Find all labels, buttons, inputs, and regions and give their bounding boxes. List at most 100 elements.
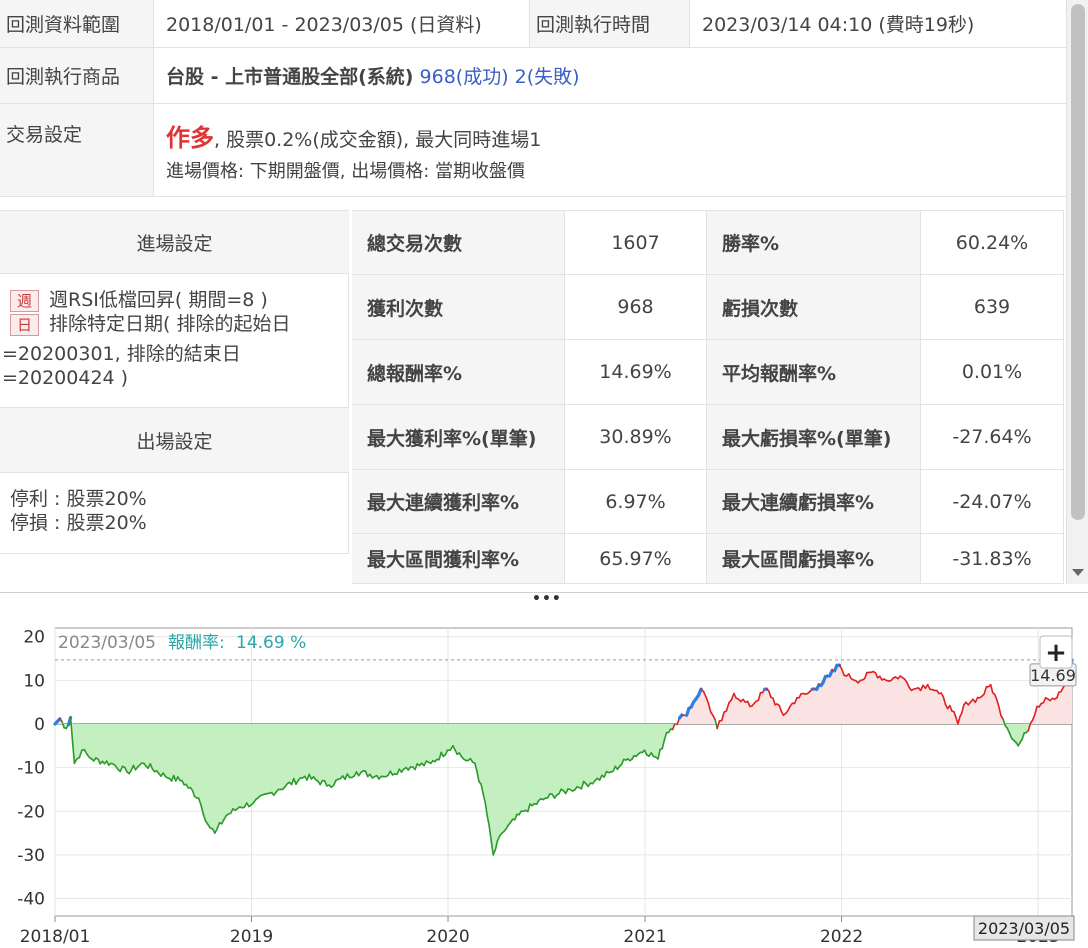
stats-row: 最大獲利率%(單筆) 30.89% 最大虧損率%(單筆) -27.64%	[352, 405, 1064, 470]
exit-settings-header: 出場設定	[0, 407, 349, 473]
daily-tag: 日	[10, 313, 40, 336]
equity-curve-segment	[454, 749, 459, 756]
equity-curve-segment	[696, 687, 703, 697]
product-success-link[interactable]: 968(成功)	[419, 66, 509, 88]
stat-value: 65.97%	[565, 534, 707, 583]
equity-curve-segment	[526, 803, 531, 813]
stats-row: 總報酬率% 14.69% 平均報酬率% 0.01%	[352, 340, 1064, 405]
stat-value: 0.01%	[921, 340, 1064, 404]
scrollbar-thumb[interactable]	[1071, 4, 1085, 520]
stat-label: 總交易次數	[352, 211, 565, 274]
equity-curve-segment	[948, 704, 953, 712]
product-name: 台股 - 上市普通股全部(系統)	[166, 66, 414, 88]
equity-curve-segment	[438, 751, 443, 761]
equity-curve-segment	[119, 765, 124, 773]
equity-curve-segment	[712, 714, 716, 721]
equity-curve-segment	[149, 763, 154, 770]
backtest-info-table: 回測資料範圍 2018/01/01 - 2023/03/05 (日資料) 回測執…	[0, 0, 1066, 197]
equity-curve-segment	[725, 702, 730, 712]
chart-header-date: 2023/03/05	[58, 633, 156, 653]
equity-curve-segment	[480, 783, 484, 795]
equity-curve-segment	[396, 768, 401, 776]
equity-curve-segment	[720, 711, 725, 722]
equity-curve-segment	[997, 705, 1002, 717]
y-tick-label: 20	[23, 628, 45, 648]
equity-curve-segment	[191, 789, 196, 798]
equity-curve-segment	[847, 673, 852, 680]
strategy-settings-panel: 進場設定 週週RSI低檔回昇( 期間=8 ) 日排除特定日期( 排除的起始日 =…	[0, 210, 349, 554]
profit-area	[55, 659, 1072, 724]
equity-curve-segment	[757, 691, 762, 701]
entry-settings-header: 進場設定	[0, 210, 349, 274]
equity-curve-segment	[598, 774, 603, 781]
cursor-date-box	[973, 915, 1075, 941]
stat-label: 勝率%	[707, 211, 921, 274]
equity-curve-segment	[707, 703, 712, 713]
stat-label: 最大虧損率%(單筆)	[707, 405, 921, 469]
entry-rule-weekly-text: 週RSI低檔回昇( 期間=8 )	[49, 289, 268, 311]
equity-curve-segment	[961, 703, 965, 714]
equity-curve-segment	[69, 716, 74, 742]
chart-header-value: 14.69 %	[236, 633, 306, 653]
equity-curve-segment	[580, 780, 585, 790]
equity-curve-segment	[815, 683, 821, 692]
equity-curve-segment	[496, 835, 501, 842]
equity-curve-segment	[787, 705, 792, 712]
equity-curve-segment	[513, 813, 518, 821]
equity-curve-segment	[730, 692, 735, 701]
x-tick-label: 2020	[426, 927, 469, 947]
equity-curve-segment	[663, 731, 668, 741]
stat-label: 最大連續虧損率%	[707, 470, 921, 533]
equity-curve-segment	[767, 690, 772, 698]
end-value-label: 14.69	[1030, 666, 1076, 685]
equity-curve-segment	[793, 697, 798, 705]
exit-stop-loss: 停損 : 股票20%	[10, 512, 147, 534]
entry-rule-daily: 日排除特定日期( 排除的起始日	[10, 312, 349, 336]
zoom-in-button[interactable]	[1039, 635, 1073, 669]
cursor-date-label: 2023/03/05	[978, 919, 1070, 938]
equity-curve-segment	[490, 839, 495, 856]
equity-curve-segment	[772, 697, 776, 706]
x-tick-label: 2019	[230, 927, 273, 947]
equity-curve-segment	[657, 748, 661, 760]
x-tick-label: 2021	[623, 927, 666, 947]
equity-curve-segment	[643, 749, 648, 756]
stats-row: 最大區間獲利率% 65.97% 最大區間虧損率% -31.83%	[352, 534, 1064, 584]
product-fail-link[interactable]: 2(失敗)	[514, 66, 580, 88]
x-tick-label: 2018/01	[20, 927, 91, 947]
product-label: 回測執行商品	[0, 48, 154, 103]
scroll-down-arrow-icon[interactable]	[1072, 569, 1084, 576]
info-row-range: 回測資料範圍 2018/01/01 - 2023/03/05 (日資料) 回測執…	[0, 0, 1066, 48]
equity-curve-segment	[216, 822, 221, 830]
equity-curve-segment	[942, 695, 947, 706]
splitter-handle-icon[interactable]: •••	[532, 591, 562, 607]
stat-value: -31.83%	[921, 534, 1064, 583]
y-tick-label: 0	[34, 715, 45, 735]
equity-curve-segment	[71, 740, 76, 765]
equity-curve-segment	[494, 839, 499, 851]
stat-value: 1607	[565, 211, 707, 274]
info-row-product: 回測執行商品 台股 - 上市普通股全部(系統) 968(成功) 2(失敗)	[0, 48, 1066, 104]
stat-value: 639	[921, 275, 1064, 339]
stat-label: 總報酬率%	[352, 340, 565, 404]
equity-curve-segment	[620, 758, 625, 766]
equity-curve-segment	[702, 691, 708, 699]
equity-curve-segment	[906, 681, 911, 689]
trade-settings: 作多, 股票0.2%(成交金額), 最大同時進場1 進場價格: 下期開盤價, 出…	[154, 104, 1066, 196]
equity-curve-segment	[840, 668, 845, 677]
entry-rule-weekly: 週週RSI低檔回昇( 期間=8 )	[10, 288, 349, 312]
y-tick-label: -30	[17, 846, 45, 866]
info-row-trade: 交易設定 作多, 股票0.2%(成交金額), 最大同時進場1 進場價格: 下期開…	[0, 104, 1066, 197]
equity-curve-segment	[323, 779, 328, 787]
stats-row: 獲利次數 968 虧損次數 639	[352, 275, 1064, 340]
trade-prices: 進場價格: 下期開盤價, 出場價格: 當期收盤價	[166, 160, 526, 182]
equity-curve-segment	[1008, 732, 1013, 740]
equity-curve-segment	[332, 779, 337, 787]
equity-curve-segment	[197, 797, 202, 806]
equity-curve-segment	[200, 804, 205, 815]
plus-icon[interactable]: +	[1045, 638, 1067, 668]
vertical-scrollbar[interactable]	[1066, 0, 1088, 584]
equity-curve-segment	[124, 766, 128, 773]
y-tick-label: -10	[17, 759, 45, 779]
panel-splitter[interactable]: •••	[0, 591, 1088, 607]
